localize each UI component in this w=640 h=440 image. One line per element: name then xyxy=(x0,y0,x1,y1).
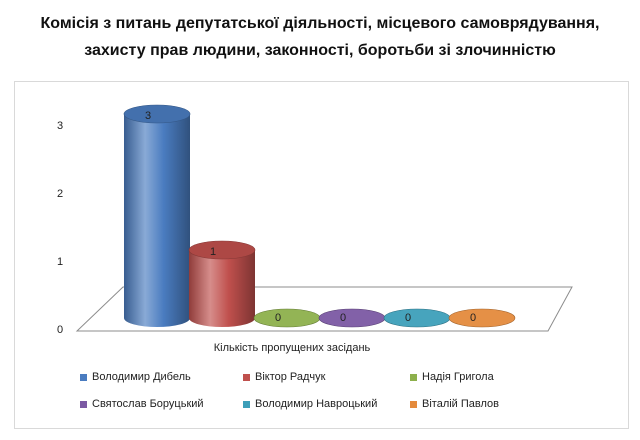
legend-label: Володимир Навроцький xyxy=(255,398,378,410)
data-label: 1 xyxy=(210,246,216,258)
y-tick-label: 0 xyxy=(57,324,63,336)
data-label: 0 xyxy=(405,312,411,324)
bar-2 xyxy=(189,250,255,327)
legend-label: Святослав Боруцький xyxy=(92,398,204,410)
x-axis-label: Кількість пропущених засідань xyxy=(214,342,371,354)
bar-6 xyxy=(448,308,516,328)
legend-item: Надія Григола xyxy=(410,371,494,383)
chart-area xyxy=(14,81,629,429)
legend-label: Володимир Дибель xyxy=(92,371,191,383)
data-label: 0 xyxy=(275,312,281,324)
legend-swatch xyxy=(243,400,250,408)
y-tick-label: 1 xyxy=(57,256,63,268)
bar-3 xyxy=(253,308,321,328)
legend-swatch xyxy=(410,400,417,408)
legend-item: Володимир Навроцький xyxy=(243,398,377,410)
legend-item: Святослав Боруцький xyxy=(80,398,204,410)
legend-item: Володимир Дибель xyxy=(80,371,191,383)
bar-4 xyxy=(318,308,386,328)
legend-swatch xyxy=(80,400,87,408)
legend-swatch xyxy=(410,373,417,381)
chart-title: Комісія з питань депутатської діяльності… xyxy=(0,10,640,64)
bar-1 xyxy=(124,114,190,327)
y-tick-label: 3 xyxy=(57,120,63,132)
legend-swatch xyxy=(80,373,87,381)
bar-top-1 xyxy=(123,104,191,124)
legend-item: Віктор Радчук xyxy=(243,371,325,383)
data-label: 0 xyxy=(470,312,476,324)
legend-item: Віталій Павлов xyxy=(410,398,499,410)
chart-title-line-1: Комісія з питань депутатської діяльності… xyxy=(40,15,600,32)
chart-title-line-2: захисту прав людини, законності, боротьб… xyxy=(84,42,556,59)
y-tick-label: 2 xyxy=(57,188,63,200)
data-label: 3 xyxy=(145,110,151,122)
bar-5 xyxy=(383,308,451,328)
legend-swatch xyxy=(243,373,250,381)
data-label: 0 xyxy=(340,312,346,324)
legend-label: Віталій Павлов xyxy=(422,398,499,410)
legend-label: Віктор Радчук xyxy=(255,371,326,383)
bar-top-2 xyxy=(188,240,256,260)
legend-label: Надія Григола xyxy=(422,371,494,383)
